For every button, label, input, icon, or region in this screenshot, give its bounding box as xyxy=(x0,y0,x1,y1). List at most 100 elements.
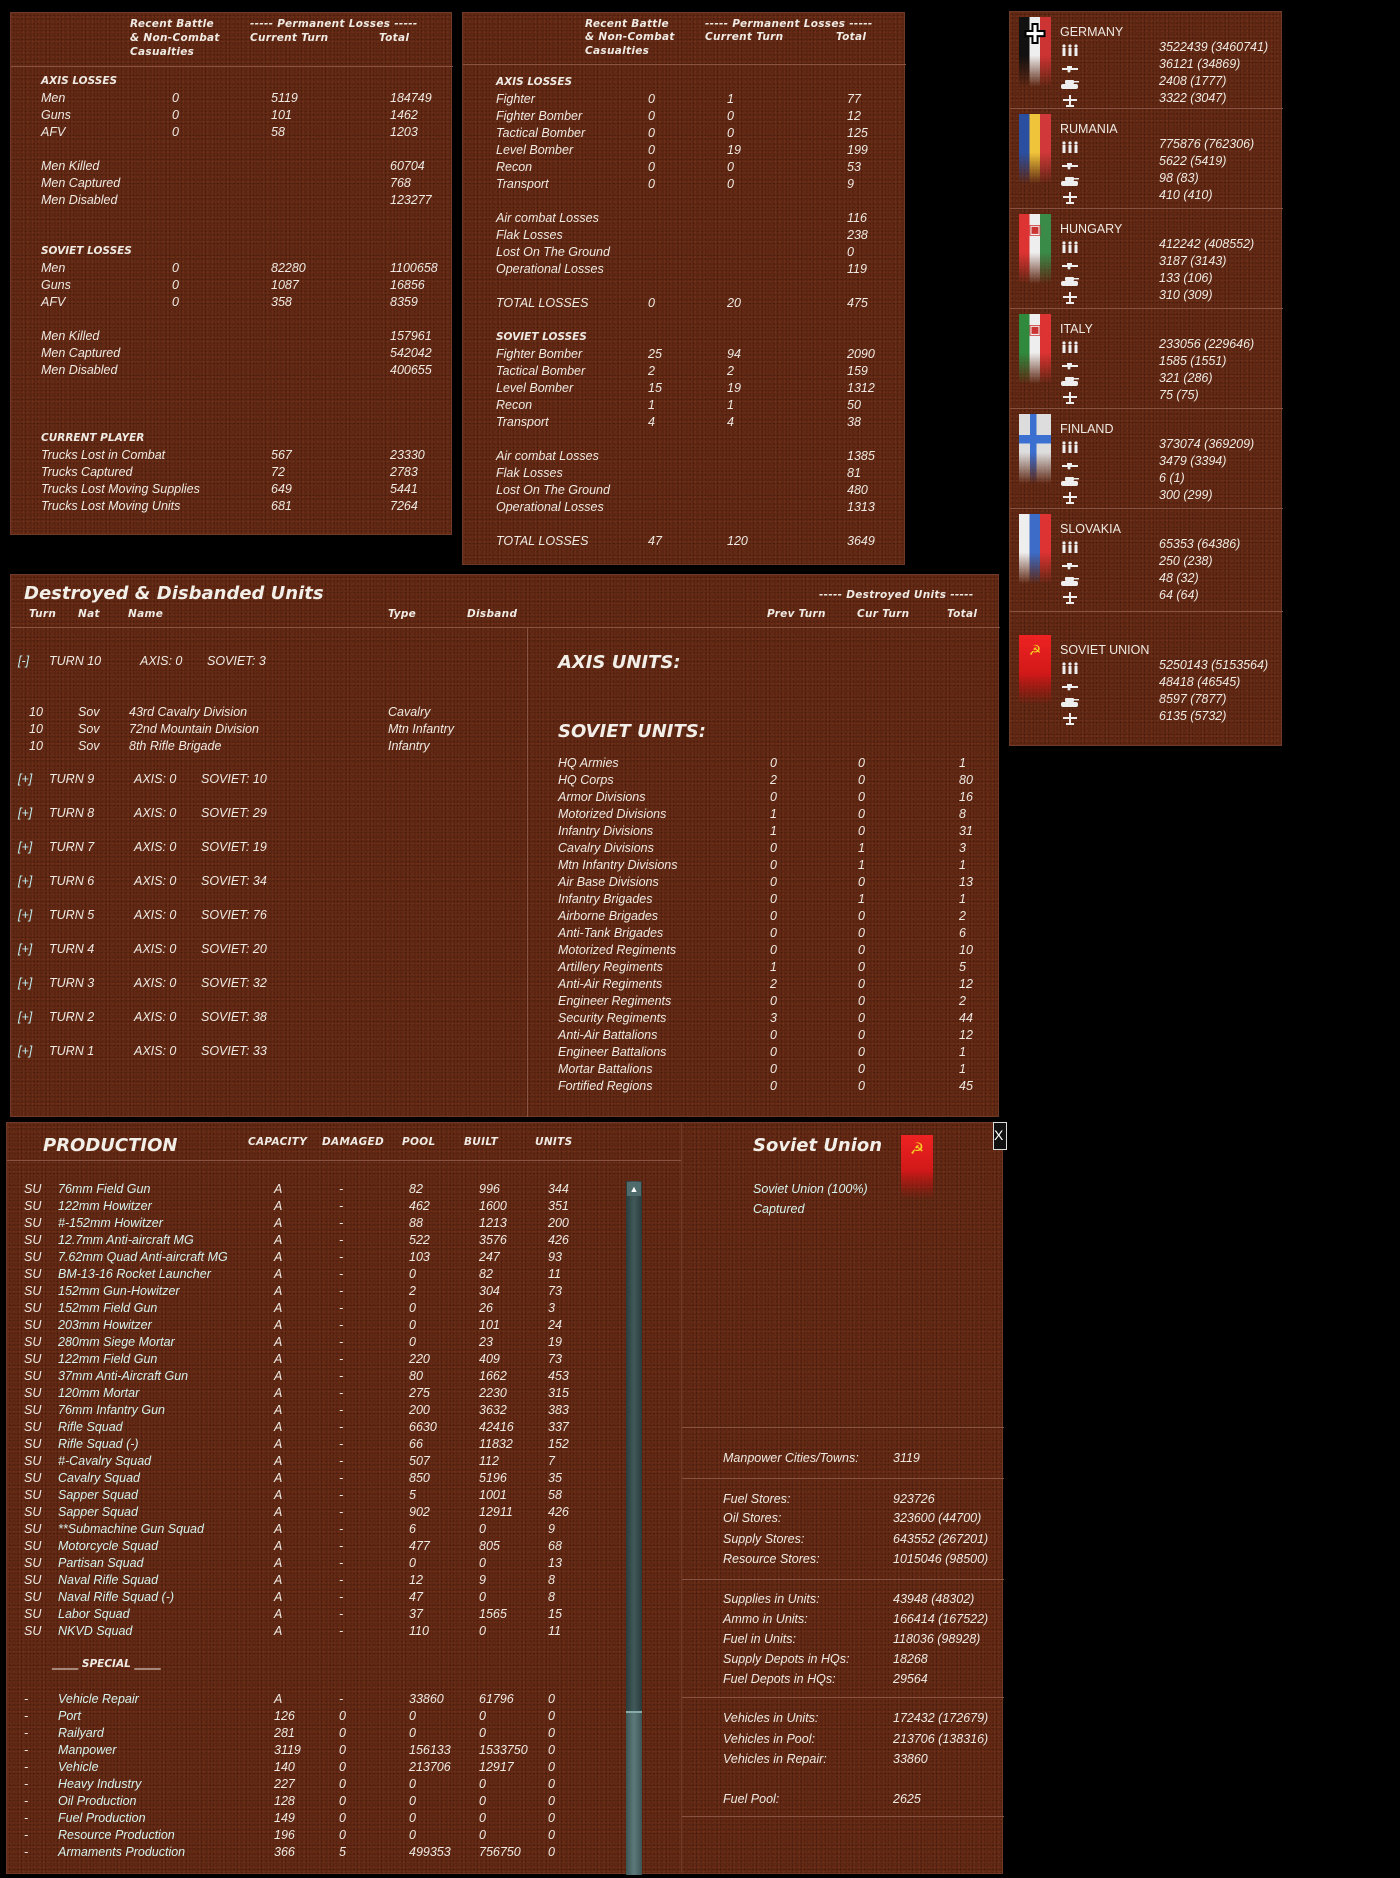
item-name[interactable]: Heavy Industry xyxy=(58,1777,142,1791)
turn-label[interactable]: TURN 10 xyxy=(49,654,102,668)
item-name[interactable]: Railyard xyxy=(58,1726,104,1740)
item-name[interactable]: 203mm Howitzer xyxy=(58,1318,152,1332)
item-name[interactable]: Resource Production xyxy=(58,1828,175,1842)
unit-cell[interactable]: 43rd Cavalry Division xyxy=(129,705,248,719)
close-button[interactable]: X xyxy=(993,1122,1007,1150)
turn-label[interactable]: TURN 7 xyxy=(49,840,95,854)
scrollbar-thumb[interactable] xyxy=(626,1711,642,1875)
item-name[interactable]: 122mm Howitzer xyxy=(58,1199,152,1213)
scrollbar[interactable]: ▲ xyxy=(626,1181,642,1875)
item-name[interactable]: 152mm Gun-Howitzer xyxy=(58,1284,180,1298)
item-value: 58 xyxy=(548,1488,562,1502)
item-value: SU xyxy=(24,1182,42,1196)
item-value: 0 xyxy=(409,1811,416,1825)
item-name[interactable]: Rifle Squad xyxy=(58,1420,123,1434)
item-name[interactable]: 7.62mm Quad Anti-aircraft MG xyxy=(58,1250,228,1264)
unit-count: 0 xyxy=(858,960,865,974)
item-name[interactable]: 280mm Siege Mortar xyxy=(58,1335,175,1349)
row-value: 2090 xyxy=(847,347,875,361)
item-name[interactable]: 37mm Anti-Aircraft Gun xyxy=(58,1369,189,1383)
item-value: 522 xyxy=(409,1233,430,1247)
item-name[interactable]: Oil Production xyxy=(58,1794,137,1808)
expand-toggle[interactable]: [+] xyxy=(18,1044,33,1058)
turn-label[interactable]: TURN 2 xyxy=(49,1010,95,1024)
soviet-count: SOVIET: 19 xyxy=(201,840,267,854)
turn-label[interactable]: TURN 9 xyxy=(49,772,95,786)
item-name[interactable]: NKVD Squad xyxy=(58,1624,133,1638)
unit-cell[interactable]: 72nd Mountain Division xyxy=(129,722,259,736)
unit-cell[interactable]: Infantry xyxy=(388,739,430,753)
unit-type: Motorized Divisions xyxy=(558,807,667,821)
item-name[interactable]: Sapper Squad xyxy=(58,1505,138,1519)
expand-toggle[interactable]: [+] xyxy=(18,908,33,922)
item-name[interactable]: 76mm Field Gun xyxy=(58,1182,151,1196)
item-name[interactable]: Manpower xyxy=(58,1743,117,1757)
recent-header: & Non-Combat xyxy=(585,31,675,43)
item-name[interactable]: Fuel Production xyxy=(58,1811,146,1825)
item-name[interactable]: Naval Rifle Squad (-) xyxy=(58,1590,175,1604)
item-name[interactable]: 152mm Field Gun xyxy=(58,1301,158,1315)
item-value: 0 xyxy=(548,1726,555,1740)
expand-toggle[interactable]: [+] xyxy=(18,840,33,854)
unit-cell[interactable]: 10 xyxy=(29,739,43,753)
item-name[interactable]: Naval Rifle Squad xyxy=(58,1573,159,1587)
item-name[interactable]: Vehicle Repair xyxy=(58,1692,139,1706)
row-value: 1385 xyxy=(847,449,875,463)
item-name[interactable]: 122mm Field Gun xyxy=(58,1352,158,1366)
item-value: SU xyxy=(24,1335,42,1349)
divider xyxy=(1010,108,1283,109)
turn-label[interactable]: TURN 3 xyxy=(49,976,95,990)
item-value: 1213 xyxy=(479,1216,507,1230)
divider xyxy=(1010,208,1283,209)
unit-cell[interactable]: Mtn Infantry xyxy=(388,722,454,736)
unit-count: 0 xyxy=(858,773,865,787)
expand-toggle[interactable]: [+] xyxy=(18,772,33,786)
row-label: Flak Losses xyxy=(496,466,563,480)
expand-toggle[interactable]: [+] xyxy=(18,976,33,990)
item-name[interactable]: Armaments Production xyxy=(58,1845,186,1859)
item-value: 383 xyxy=(548,1403,569,1417)
turn-label[interactable]: TURN 8 xyxy=(49,806,95,820)
unit-cell[interactable]: Sov xyxy=(78,739,100,753)
item-name[interactable]: Sapper Squad xyxy=(58,1488,138,1502)
summary-value: 323600 (44700) xyxy=(893,1511,982,1525)
expand-toggle[interactable]: [+] xyxy=(18,1010,33,1024)
unit-cell[interactable]: Cavalry xyxy=(388,705,431,719)
turn-label[interactable]: TURN 6 xyxy=(49,874,95,888)
item-name[interactable]: Motorcycle Squad xyxy=(58,1539,159,1553)
item-name[interactable]: 120mm Mortar xyxy=(58,1386,140,1400)
item-name[interactable]: Port xyxy=(58,1709,81,1723)
item-name[interactable]: Partisan Squad xyxy=(58,1556,144,1570)
soviet-count: SOVIET: 20 xyxy=(201,942,267,956)
turn-label[interactable]: TURN 1 xyxy=(49,1044,95,1058)
item-name[interactable]: Vehicle xyxy=(58,1760,99,1774)
unit-cell[interactable]: Sov xyxy=(78,722,100,736)
scroll-up-arrow-icon[interactable]: ▲ xyxy=(627,1182,641,1196)
item-value: 0 xyxy=(548,1777,555,1791)
item-name[interactable]: #-Cavalry Squad xyxy=(58,1454,152,1468)
expand-toggle[interactable]: [+] xyxy=(18,874,33,888)
item-name[interactable]: BM-13-16 Rocket Launcher xyxy=(58,1267,211,1281)
item-name[interactable]: 12.7mm Anti-aircraft MG xyxy=(58,1233,194,1247)
item-name[interactable]: Cavalry Squad xyxy=(58,1471,140,1485)
item-name[interactable]: 76mm Infantry Gun xyxy=(58,1403,165,1417)
unit-cell[interactable]: Sov xyxy=(78,705,100,719)
item-value: - xyxy=(339,1182,344,1196)
nation-stat: 48418 (46545) xyxy=(1159,675,1241,689)
expand-toggle[interactable]: [+] xyxy=(18,942,33,956)
row-value: 15 xyxy=(648,381,662,395)
destroyed-units-header: ----- Destroyed Units ----- xyxy=(819,589,974,601)
item-name[interactable]: Labor Squad xyxy=(58,1607,130,1621)
unit-cell[interactable]: 10 xyxy=(29,722,43,736)
expand-toggle[interactable]: [-] xyxy=(18,654,30,668)
expand-toggle[interactable]: [+] xyxy=(18,806,33,820)
item-name[interactable]: #-152mm Howitzer xyxy=(58,1216,163,1230)
turn-label[interactable]: TURN 5 xyxy=(49,908,95,922)
unit-cell[interactable]: 8th Rifle Brigade xyxy=(129,739,222,753)
item-value: - xyxy=(339,1267,344,1281)
unit-type: Anti-Air Regiments xyxy=(558,977,663,991)
unit-cell[interactable]: 10 xyxy=(29,705,43,719)
item-name[interactable]: **Submachine Gun Squad xyxy=(58,1522,204,1536)
turn-label[interactable]: TURN 4 xyxy=(49,942,95,956)
item-name[interactable]: Rifle Squad (-) xyxy=(58,1437,139,1451)
